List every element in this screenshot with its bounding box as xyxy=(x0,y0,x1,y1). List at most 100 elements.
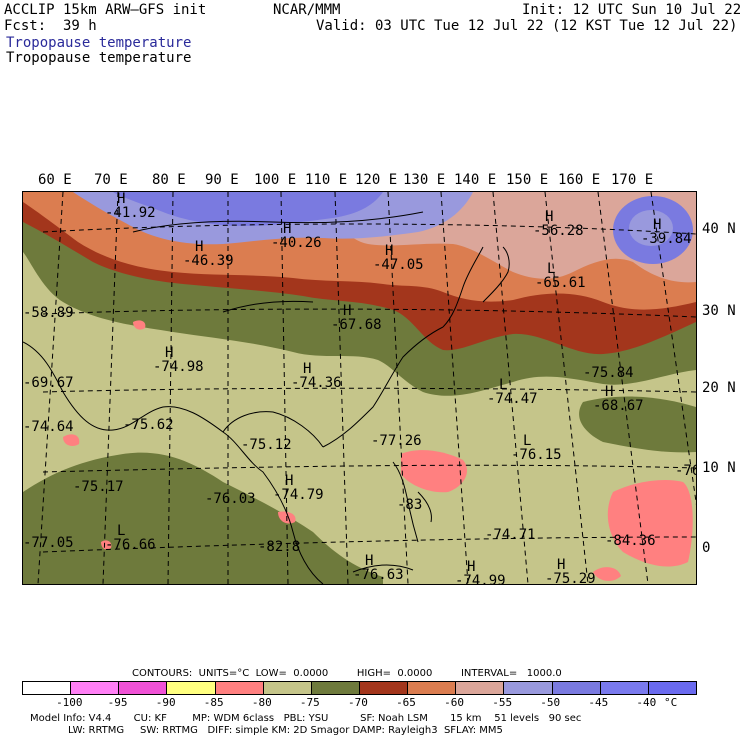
colorbar-swatch xyxy=(600,682,649,694)
colorbar-tick-label: °C xyxy=(663,696,678,709)
field-title-1: Tropopause temperature xyxy=(6,35,192,51)
colorbar-tick-label: -70 xyxy=(348,696,368,709)
colorbar-tick-label: -50 xyxy=(540,696,561,709)
colorbar-swatch xyxy=(167,682,216,694)
high-marker: H xyxy=(283,221,292,237)
contour-value-label: -41.92 xyxy=(105,205,156,221)
latitude-label: 30 N xyxy=(702,303,736,319)
contour-value-label: -74.71 xyxy=(485,527,536,543)
low-marker: L xyxy=(117,523,126,539)
contour-value-label: -76.03 xyxy=(205,491,256,507)
colorbar-swatch xyxy=(311,682,360,694)
contour-value-label: -75.12 xyxy=(241,437,292,453)
contour-value-label: -75.29 xyxy=(545,571,596,585)
field-title-2: Tropopause temperature xyxy=(6,50,192,66)
contour-value-label: -74.79 xyxy=(273,487,324,503)
colorbar-swatch xyxy=(408,682,457,694)
longitude-label: 140 E xyxy=(454,172,497,188)
contour-value-label: -75.62 xyxy=(123,417,174,433)
contour-value-label: -76.15 xyxy=(511,447,562,463)
contour-value-label: -68.67 xyxy=(593,398,644,414)
contour-value-label: -77 xyxy=(23,584,48,585)
colorbar-tick-label: -60 xyxy=(444,696,465,709)
contour-value-label: -75.17 xyxy=(73,479,124,495)
colorbar-swatch xyxy=(263,682,312,694)
longitude-label: 150 E xyxy=(506,172,549,188)
org-label: NCAR/MMM xyxy=(273,2,341,18)
colorbar-tick-label: -40 xyxy=(636,696,657,709)
colorbar-swatch xyxy=(119,682,168,694)
high-marker: H xyxy=(303,361,312,377)
model-info-line-2: LW: RRTMG SW: RRTMG DIFF: simple KM: 2D … xyxy=(68,725,503,736)
band-olive-south xyxy=(23,452,383,584)
model-title: ACCLIP 15km ARW–GFS init xyxy=(4,2,207,18)
longitude-label: 130 E xyxy=(403,172,446,188)
contour-value-label: -77.26 xyxy=(371,433,422,449)
longitude-label: 100 E xyxy=(254,172,297,188)
contour-value-label: -76.4 xyxy=(675,463,696,479)
longitude-label: 90 E xyxy=(205,172,239,188)
contour-value-label: -75.84 xyxy=(583,365,634,381)
longitude-label: 120 E xyxy=(355,172,398,188)
band-olive-east xyxy=(579,396,696,453)
contour-value-label: -77.05 xyxy=(23,535,74,551)
longitude-label: 80 E xyxy=(152,172,186,188)
high-marker: H xyxy=(195,239,204,255)
high-marker: H xyxy=(365,553,374,569)
latitude-label: 10 N xyxy=(702,460,736,476)
contour-value-label: -67.68 xyxy=(331,317,382,333)
colorbar-swatch xyxy=(456,682,505,694)
contour-value-label: -74.47 xyxy=(487,391,538,407)
longitude-label: 110 E xyxy=(305,172,348,188)
contour-value-label: -84.36 xyxy=(605,533,656,549)
contour-value-label: -58.89 xyxy=(23,305,74,321)
high-marker: H xyxy=(605,384,614,400)
init-time: Init: 12 UTC Sun 10 Jul 22 xyxy=(522,2,740,18)
contour-value-label: -40.26 xyxy=(271,235,322,251)
high-marker: H xyxy=(165,345,174,361)
colorbar-tick-label: -90 xyxy=(155,696,176,709)
band-blue-eddy-core xyxy=(629,210,673,246)
low-marker: L xyxy=(499,377,508,393)
colorbar-tick-label: -80 xyxy=(251,696,272,709)
contour-value-label: -69.67 xyxy=(23,375,74,391)
colorbar-swatch xyxy=(71,682,120,694)
band-blue xyxy=(113,192,383,226)
colorbar-tick-label: -45 xyxy=(588,696,609,709)
colorbar xyxy=(22,681,697,695)
contour-value-label: -56.28 xyxy=(533,223,584,239)
high-marker: H xyxy=(385,243,394,259)
contour-value-label: -46.39 xyxy=(183,253,234,269)
model-info-line-1: Model Info: V4.4 CU: KF MP: WDM 6class P… xyxy=(30,713,582,724)
longitude-label: 170 E xyxy=(611,172,654,188)
high-marker: H xyxy=(285,473,294,489)
contour-value-label: -74.64 xyxy=(23,419,74,435)
colorbar-swatch xyxy=(215,682,264,694)
contour-value-label: -83 xyxy=(397,497,423,513)
colorbar-swatch xyxy=(552,682,601,694)
colorbar-tick-label: -85 xyxy=(203,696,224,709)
latitude-label: 20 N xyxy=(702,380,736,396)
high-marker: H xyxy=(467,559,476,575)
contour-value-label: -65.61 xyxy=(535,275,586,291)
coastlines xyxy=(23,211,510,584)
colorbar-swatch xyxy=(648,682,696,694)
colorbar-swatch xyxy=(23,682,72,694)
high-marker: H xyxy=(343,303,352,319)
contour-value-label: -74.98 xyxy=(153,359,204,375)
contour-value-label: -82.8 xyxy=(258,539,301,555)
colorbar-swatch xyxy=(359,682,409,694)
contour-value-label: -47.05 xyxy=(373,257,424,273)
latitude-lines xyxy=(42,223,696,553)
colorbar-tick-label: -75 xyxy=(299,696,320,709)
contours-info: CONTOURS: UNITS=°C LOW= 0.0000 HIGH= 0.0… xyxy=(132,668,562,679)
colorbar-swatch xyxy=(504,682,553,694)
forecast-hour: Fcst: 39 h xyxy=(4,18,97,34)
low-marker: L xyxy=(547,261,556,277)
colorbar-tick-label: -100 xyxy=(56,696,83,709)
map-fill-svg xyxy=(23,192,696,584)
tropopause-temperature-map: H -41.92 H -40.26 H -46.39 H -47.05 H -56.28 H -39.… xyxy=(22,191,697,585)
longitude-label: 60 E xyxy=(38,172,72,188)
low-marker: L xyxy=(523,433,532,449)
contour-value-label: -74.99 xyxy=(455,573,506,585)
